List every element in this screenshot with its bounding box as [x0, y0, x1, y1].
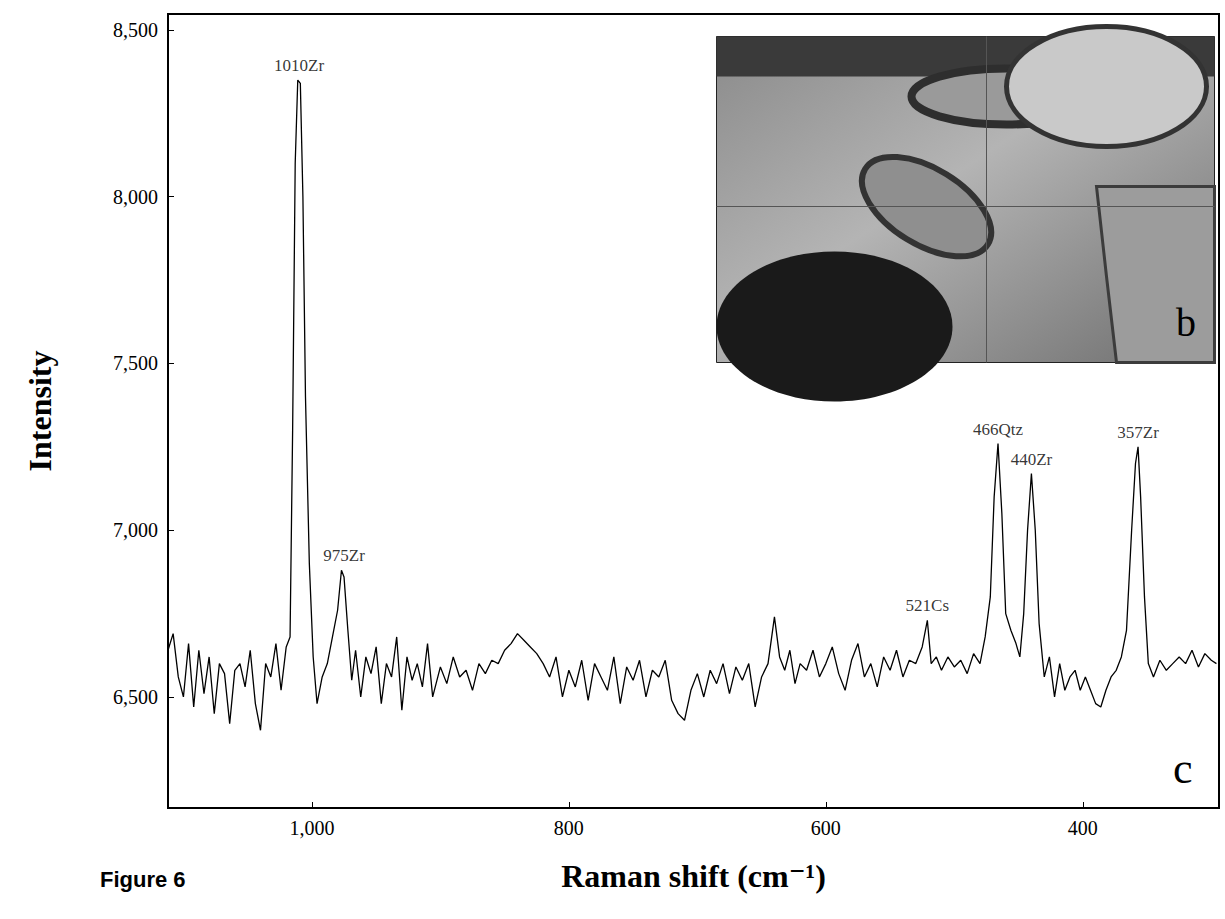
svg-text:8,000: 8,000 [113, 186, 158, 208]
svg-text:Intensity: Intensity [22, 351, 58, 472]
svg-text:1010Zr: 1010Zr [274, 56, 324, 75]
svg-text:Raman shift (cm⁻¹): Raman shift (cm⁻¹) [561, 858, 826, 894]
svg-text:440Zr: 440Zr [1011, 450, 1053, 469]
svg-text:7,000: 7,000 [113, 519, 158, 541]
svg-text:b: b [1176, 300, 1196, 345]
svg-text:400: 400 [1068, 817, 1098, 839]
svg-text:521Cs: 521Cs [906, 596, 949, 615]
svg-text:7,500: 7,500 [113, 352, 158, 374]
svg-text:c: c [1173, 744, 1193, 793]
svg-text:Figure 6: Figure 6 [100, 867, 186, 892]
svg-text:8,500: 8,500 [113, 19, 158, 41]
svg-text:6,500: 6,500 [113, 686, 158, 708]
svg-text:800: 800 [554, 817, 584, 839]
svg-text:466Qtz: 466Qtz [973, 420, 1024, 439]
svg-text:975Zr: 975Zr [323, 546, 365, 565]
svg-text:600: 600 [811, 817, 841, 839]
svg-text:1,000: 1,000 [289, 817, 334, 839]
svg-text:357Zr: 357Zr [1117, 423, 1159, 442]
